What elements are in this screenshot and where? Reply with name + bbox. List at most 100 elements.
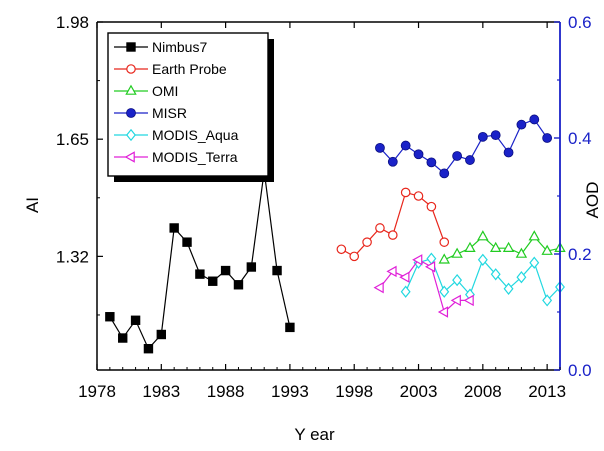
data-point-modis-terra (450, 294, 461, 307)
data-point-misr (426, 157, 437, 168)
series-omi (438, 230, 566, 264)
data-point-modis-terra (463, 294, 474, 307)
legend-marker (126, 64, 136, 74)
series-misr (375, 114, 553, 179)
data-point-modis-terra (412, 254, 423, 266)
data-point-earth-probe (400, 187, 411, 198)
data-point-misr (465, 155, 475, 165)
data-point-modis-aqua (516, 271, 527, 284)
legend-label: MODIS_Aqua (152, 127, 239, 143)
x-tick-label: 1983 (142, 382, 180, 401)
data-point-modis-aqua (490, 268, 501, 281)
legend-item-modis-terra: MODIS_Terra (114, 149, 238, 165)
data-point-omi (438, 253, 450, 264)
data-point-earth-probe (439, 237, 450, 247)
legend: Nimbus7 Earth Probe OMI MISR MODIS_Aqua MODIS… (107, 32, 274, 182)
data-point-nimbus7 (156, 329, 167, 340)
y-right-tick-label: 0.2 (568, 245, 592, 264)
x-tick-label: 1993 (271, 382, 309, 401)
data-point-misr (439, 168, 450, 179)
data-point-earth-probe (375, 223, 385, 233)
legend-marker (125, 84, 137, 95)
data-point-omi (464, 241, 476, 252)
y-left-axis-label: AI (23, 197, 42, 213)
data-point-earth-probe (413, 191, 424, 201)
data-point-misr (542, 133, 553, 143)
data-point-omi (528, 230, 541, 241)
series-modis-aqua (400, 252, 565, 307)
data-point-earth-probe (388, 230, 398, 240)
data-point-nimbus7 (285, 322, 295, 333)
y-left-tick-label: 1.65 (56, 130, 89, 149)
y-right-tick-label: 0.4 (568, 129, 592, 148)
data-point-omi (541, 244, 553, 255)
data-point-misr (529, 114, 540, 125)
x-tick-label: 2013 (528, 382, 566, 401)
data-point-omi (451, 247, 463, 258)
data-point-earth-probe (349, 251, 360, 262)
data-point-omi (489, 241, 502, 252)
data-point-modis-terra (386, 265, 397, 278)
legend-item-misr: MISR (114, 105, 187, 121)
series-line-earth-probe (341, 191, 445, 258)
data-point-misr (452, 151, 463, 161)
legend-item-omi: OMI (114, 83, 178, 99)
data-point-modis-terra (424, 261, 436, 273)
data-point-nimbus7 (118, 333, 128, 343)
data-point-misr (375, 142, 385, 153)
data-point-modis-aqua (452, 273, 463, 287)
series-modis-terra (373, 254, 474, 318)
data-point-modis-terra (399, 271, 410, 283)
series-earth-probe (336, 187, 450, 262)
legend-label: MISR (152, 105, 187, 121)
y-right-tick-label: 0.6 (568, 13, 592, 32)
data-point-nimbus7 (105, 312, 115, 322)
data-point-nimbus7 (182, 237, 192, 247)
axes-layer: 1978 1983 1988 1993 1998 2003 2008 2013 1.32 1.65… (23, 13, 602, 444)
data-point-modis-aqua (439, 285, 450, 298)
y-left-tick-label: 1.32 (56, 247, 89, 266)
data-point-nimbus7 (208, 276, 218, 286)
data-point-nimbus7 (130, 315, 141, 325)
data-point-misr (516, 119, 527, 130)
y-right-axis-label: AOD (583, 182, 602, 219)
data-point-modis-terra (437, 306, 449, 318)
data-point-nimbus7 (220, 265, 231, 276)
series-line-omi (444, 235, 561, 261)
data-point-nimbus7 (233, 280, 244, 290)
x-tick-label: 2003 (400, 382, 438, 401)
data-point-misr (490, 130, 501, 141)
data-point-nimbus7 (143, 343, 154, 354)
data-point-nimbus7 (272, 265, 282, 276)
data-point-modis-terra (373, 281, 384, 294)
data-point-nimbus7 (195, 269, 205, 279)
data-point-earth-probe (362, 237, 372, 247)
series-nimbus7 (105, 166, 295, 354)
x-tick-label: 1988 (207, 382, 245, 401)
data-point-modis-aqua (529, 256, 540, 269)
y-left-tick-label: 1.98 (56, 13, 89, 32)
legend-item-modis-aqua: MODIS_Aqua (114, 127, 239, 143)
legend-marker (124, 151, 135, 163)
data-point-modis-aqua (400, 285, 411, 298)
x-tick-label: 1998 (335, 382, 373, 401)
legend-item-nimbus7: Nimbus7 (114, 39, 207, 55)
y-right-tick-label: 0.0 (568, 361, 592, 380)
data-point-misr (400, 140, 411, 151)
legend-marker (126, 42, 136, 52)
data-point-omi (502, 241, 515, 252)
data-point-omi (515, 247, 528, 258)
legend-marker (126, 108, 136, 118)
legend-label: OMI (152, 83, 178, 99)
data-point-earth-probe (426, 201, 437, 212)
x-tick-label: 2008 (464, 382, 502, 401)
legend-label: Nimbus7 (152, 39, 207, 55)
data-point-modis-aqua (477, 253, 488, 266)
legend-marker (126, 128, 136, 142)
data-point-modis-aqua (542, 294, 553, 307)
data-point-earth-probe (336, 244, 347, 255)
data-point-misr (503, 147, 514, 158)
data-point-misr (387, 156, 398, 167)
